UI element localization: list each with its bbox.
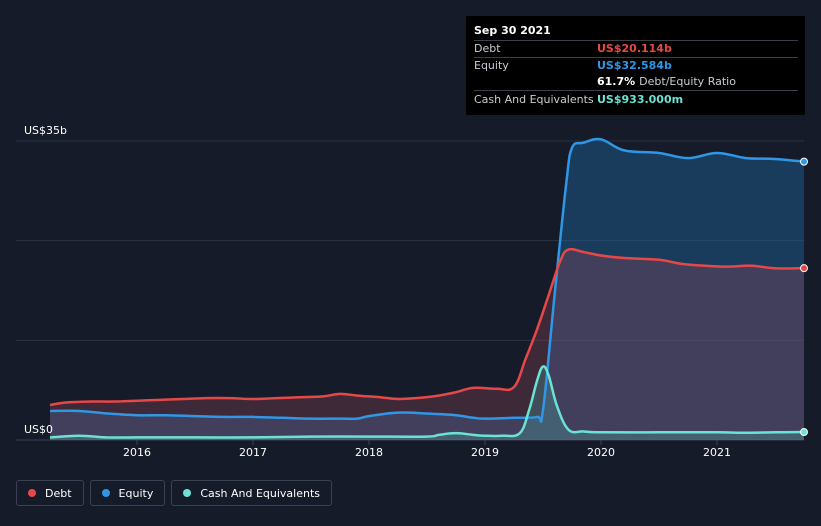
series-areas bbox=[50, 138, 804, 440]
equity-dot-icon bbox=[101, 489, 110, 497]
tooltip-ratio-value: 61.7% bbox=[597, 75, 636, 88]
equity-line bbox=[49, 137, 805, 423]
debt-dot-icon bbox=[28, 489, 36, 497]
tooltip-equity-value: US$32.584b bbox=[597, 59, 672, 72]
y-tick-label: US$35b bbox=[24, 124, 67, 137]
legend-equity-label: Equity bbox=[118, 486, 154, 500]
data-tooltip: Sep 30 2021 Debt US$20.114b Equity US$32… bbox=[466, 16, 805, 115]
debt-line bbox=[49, 247, 805, 407]
debt-end-marker bbox=[800, 264, 808, 273]
tooltip-cash-label: Cash And Equivalents bbox=[474, 92, 594, 106]
equity-area bbox=[50, 138, 804, 440]
tooltip-equity-label: Equity bbox=[474, 59, 509, 72]
cash-dot-icon bbox=[183, 489, 192, 497]
legend-item-cash[interactable]: Cash And Equivalents bbox=[171, 480, 332, 506]
x-tick-label: 2019 bbox=[471, 446, 499, 459]
x-tick-label: 2021 bbox=[703, 446, 731, 459]
x-tick-label: 2020 bbox=[587, 446, 615, 459]
legend-item-equity[interactable]: Equity bbox=[89, 480, 166, 506]
legend-debt-label: Debt bbox=[45, 486, 72, 500]
x-axis: 2016 2017 2018 2019 2020 2021 bbox=[123, 440, 731, 459]
legend-cash-label: Cash And Equivalents bbox=[200, 486, 320, 500]
tooltip-row-equity: Equity US$32.584b bbox=[474, 57, 798, 74]
legend-item-debt[interactable]: Debt bbox=[16, 480, 84, 506]
tooltip-debt-value: US$20.114b bbox=[597, 42, 672, 55]
tooltip-row-ratio: 61.7% Debt/Equity Ratio bbox=[474, 74, 798, 90]
tooltip-debt-label: Debt bbox=[474, 42, 501, 55]
cash-end-marker bbox=[800, 428, 808, 437]
debt-area bbox=[50, 249, 804, 440]
x-tick-label: 2018 bbox=[355, 446, 383, 459]
tooltip-ratio-label: Debt/Equity Ratio bbox=[639, 75, 736, 88]
series-lines bbox=[49, 137, 805, 439]
y-axis: US$35b US$0 bbox=[24, 124, 67, 436]
x-tick-label: 2017 bbox=[239, 446, 267, 459]
tooltip-cash-value: US$933.000m bbox=[597, 92, 684, 106]
tooltip-row-debt: Debt US$20.114b bbox=[474, 40, 798, 57]
y-tick-label: US$0 bbox=[24, 423, 53, 436]
equity-end-marker bbox=[800, 157, 808, 166]
series-end-markers bbox=[800, 157, 808, 437]
grid-lines bbox=[16, 140, 804, 441]
x-tick-label: 2016 bbox=[123, 446, 151, 459]
chart-legend: Debt Equity Cash And Equivalents bbox=[16, 480, 332, 506]
tooltip-date: Sep 30 2021 bbox=[474, 24, 551, 37]
cash-line bbox=[49, 365, 805, 439]
tooltip-row-cash: Cash And Equivalents US$933.000m bbox=[474, 90, 798, 108]
